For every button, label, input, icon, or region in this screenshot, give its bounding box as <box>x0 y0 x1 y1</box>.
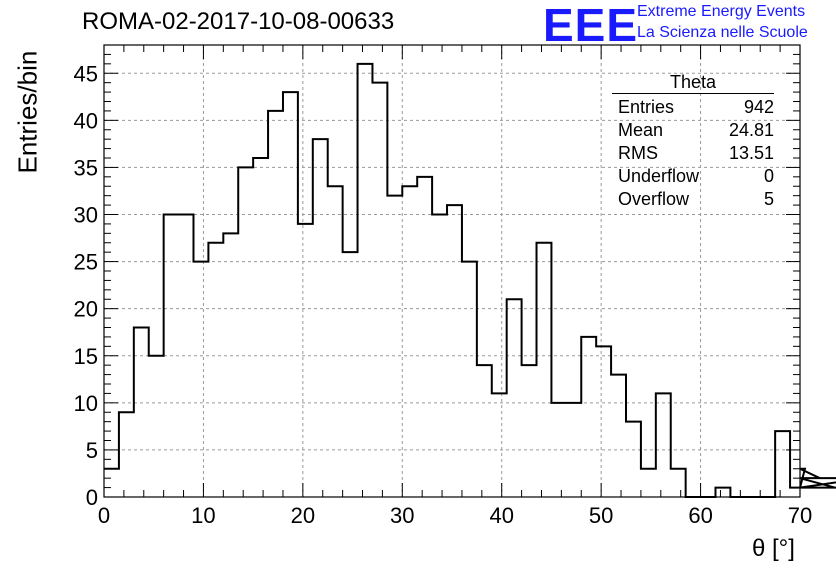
y-tick-label: 15 <box>74 344 98 369</box>
histogram-bin <box>522 365 537 497</box>
run-title: ROMA-02-2017-10-08-00633 <box>82 8 395 35</box>
histogram-bin <box>790 488 800 497</box>
histogram-bin <box>715 488 730 497</box>
y-tick-label: 45 <box>74 61 98 86</box>
x-tick-label: 10 <box>191 503 215 528</box>
stats-row-rms: RMS 13.51 <box>612 142 774 165</box>
histogram-bin <box>343 252 358 497</box>
histogram-bin <box>566 403 581 497</box>
histogram-bin <box>253 158 268 497</box>
x-tick-label: 50 <box>589 503 613 528</box>
logo-line-2: La Scienza nelle Scuole <box>637 24 808 41</box>
stats-value: 5 <box>763 189 774 209</box>
stats-label: RMS <box>618 143 658 163</box>
histogram-bin <box>626 422 641 497</box>
stats-label: Entries <box>618 97 675 117</box>
histogram-bin <box>417 177 432 497</box>
x-tick-label: 30 <box>390 503 414 528</box>
histogram-bin <box>492 393 507 497</box>
y-tick-label: 25 <box>74 250 98 275</box>
y-tick-label: 5 <box>86 438 98 463</box>
histogram-bin <box>134 328 149 498</box>
stats-row-underflow: Underflow 0 <box>612 165 774 188</box>
histogram-bin <box>223 233 238 497</box>
histogram-bin <box>447 205 462 497</box>
x-tick-label: 40 <box>489 503 513 528</box>
histogram-bin <box>328 186 343 497</box>
histogram-bin <box>551 403 566 497</box>
y-tick-label: 40 <box>74 108 98 133</box>
histogram-bin <box>268 111 283 497</box>
stats-label: Underflow <box>618 166 700 186</box>
histogram-bin <box>179 215 194 498</box>
stats-value: 0 <box>763 166 774 186</box>
histogram-bin <box>611 375 626 497</box>
y-axis-label: Entries/bin <box>12 50 43 174</box>
histogram-bin <box>164 215 179 498</box>
histogram-bin <box>387 196 402 497</box>
histogram-bin <box>208 243 223 497</box>
histogram-bin <box>656 393 671 497</box>
stats-label: Overflow <box>618 189 690 209</box>
stats-row-entries: Entries 942 <box>612 96 774 119</box>
histogram-bin <box>537 243 552 497</box>
x-tick-label: 70 <box>788 503 812 528</box>
histogram-bin <box>149 356 164 497</box>
histogram-bin <box>313 139 328 497</box>
histogram-bin <box>581 337 596 497</box>
y-tick-label: 35 <box>74 155 98 180</box>
stats-value: 942 <box>743 97 774 117</box>
histogram-bin <box>432 215 447 498</box>
histogram-bin <box>596 346 611 497</box>
x-tick-label: 20 <box>291 503 315 528</box>
stats-value: 24.81 <box>728 120 774 140</box>
x-tick-label: 60 <box>688 503 712 528</box>
grid-lines <box>104 45 800 497</box>
histogram-bin <box>477 365 492 497</box>
histogram-bin <box>507 299 522 497</box>
axis-ticks <box>103 44 801 498</box>
x-axis-label: θ [°] <box>752 535 795 562</box>
eee-logo: EEE <box>543 0 639 51</box>
y-tick-label: 0 <box>86 485 98 510</box>
histogram-bin <box>283 92 298 497</box>
x-tick-label: 0 <box>98 503 110 528</box>
histogram-bin <box>119 412 134 497</box>
histogram-bin <box>775 431 790 497</box>
histogram-bin <box>298 224 313 497</box>
histogram-bin <box>193 262 208 497</box>
histogram-bin <box>402 186 417 497</box>
histogram-bin <box>238 167 253 497</box>
histogram-bin <box>671 469 686 497</box>
stats-value: 13.51 <box>728 143 774 163</box>
logo-line-1: Extreme Energy Events <box>637 3 806 20</box>
y-tick-label: 30 <box>74 203 98 228</box>
histogram-bin <box>372 83 387 497</box>
histogram-bin <box>641 469 656 497</box>
histogram-bin <box>358 64 373 497</box>
stats-row-overflow: Overflow 5 <box>612 188 774 211</box>
stats-row-mean: Mean 24.81 <box>612 119 774 142</box>
stats-title: Theta <box>612 72 774 94</box>
stats-label: Mean <box>618 120 664 140</box>
histogram-bin <box>462 262 477 497</box>
stats-box: Theta Entries 942 Mean 24.81 RMS 13.51 Unde… <box>612 72 774 211</box>
histogram-bin <box>104 469 119 497</box>
y-tick-label: 10 <box>74 391 98 416</box>
y-tick-label: 20 <box>74 297 98 322</box>
